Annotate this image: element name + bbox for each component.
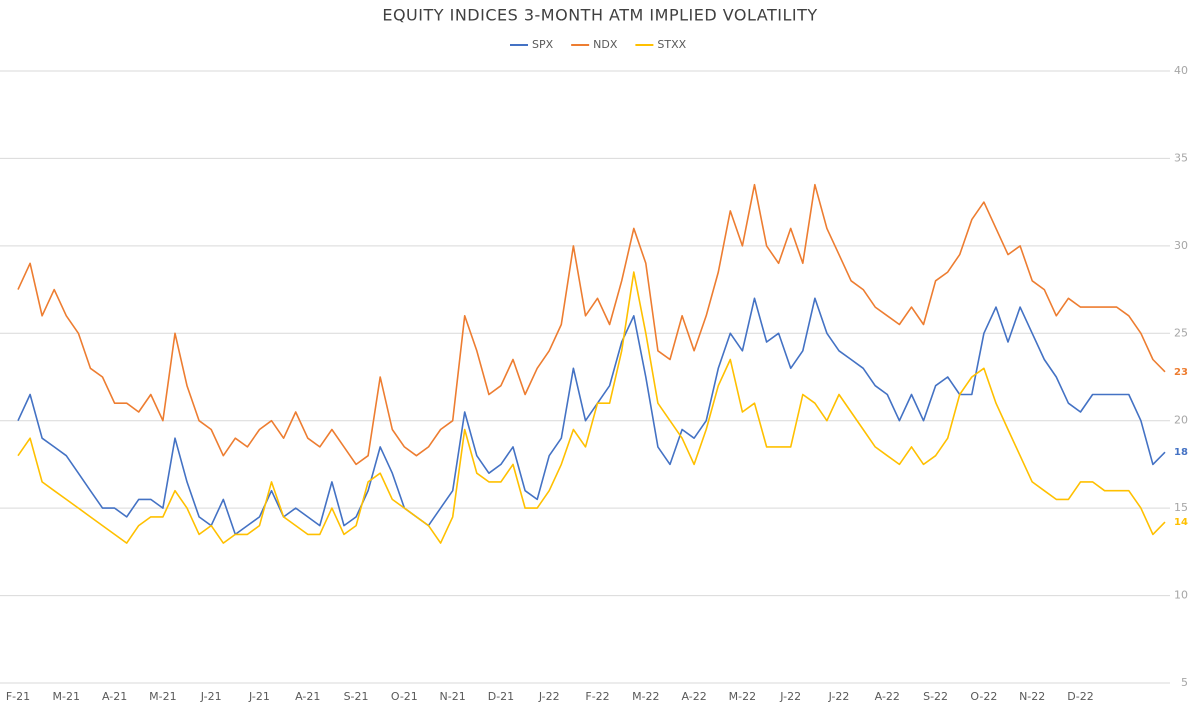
y-tick-label: 10 (1174, 589, 1188, 602)
x-tick-label: N-21 (440, 690, 466, 703)
legend-label: STXX (657, 38, 686, 51)
y-tick-label: 20 (1174, 414, 1188, 427)
x-tick-label: J-22 (828, 690, 850, 703)
x-tick-label: M-22 (632, 690, 659, 703)
legend: SPX NDX STXX (510, 38, 687, 51)
legend-label: NDX (593, 38, 618, 51)
x-tick-label: N-22 (1019, 690, 1045, 703)
x-tick-label: A-21 (102, 690, 127, 703)
end-value-label: 14 (1174, 517, 1188, 528)
x-tick-label: J-22 (538, 690, 560, 703)
x-tick-label: A-21 (295, 690, 320, 703)
y-tick-label: 35 (1174, 151, 1188, 164)
x-tick-label: J-21 (248, 690, 270, 703)
y-tick-label: 30 (1174, 239, 1188, 252)
x-tick-label: O-22 (970, 690, 997, 703)
chart-title: EQUITY INDICES 3-MONTH ATM IMPLIED VOLAT… (382, 6, 817, 25)
y-tick-label: 15 (1174, 501, 1188, 514)
y-tick-label: 5 (1181, 676, 1188, 689)
legend-label: SPX (532, 38, 554, 51)
x-tick-label: M-21 (53, 690, 80, 703)
x-tick-label: D-21 (488, 690, 514, 703)
end-value-label: 23 (1174, 367, 1188, 378)
x-tick-label: J-21 (200, 690, 222, 703)
y-tick-label: 25 (1174, 326, 1188, 339)
x-tick-label: O-21 (391, 690, 418, 703)
end-value-label: 18 (1174, 447, 1188, 458)
x-tick-label: M-21 (149, 690, 176, 703)
x-tick-label: S-21 (344, 690, 369, 703)
x-tick-label: A-22 (875, 690, 900, 703)
y-tick-label: 40 (1174, 64, 1188, 77)
x-tick-label: M-22 (729, 690, 756, 703)
series-line (17, 271, 1166, 544)
series-line (17, 183, 1166, 466)
x-tick-label: F-21 (6, 690, 30, 703)
x-tick-label: S-22 (923, 690, 948, 703)
x-tick-label: A-22 (682, 690, 707, 703)
series-line (17, 297, 1166, 536)
x-tick-label: J-22 (779, 690, 801, 703)
x-tick-label: D-22 (1067, 690, 1093, 703)
x-tick-label: F-22 (585, 690, 609, 703)
